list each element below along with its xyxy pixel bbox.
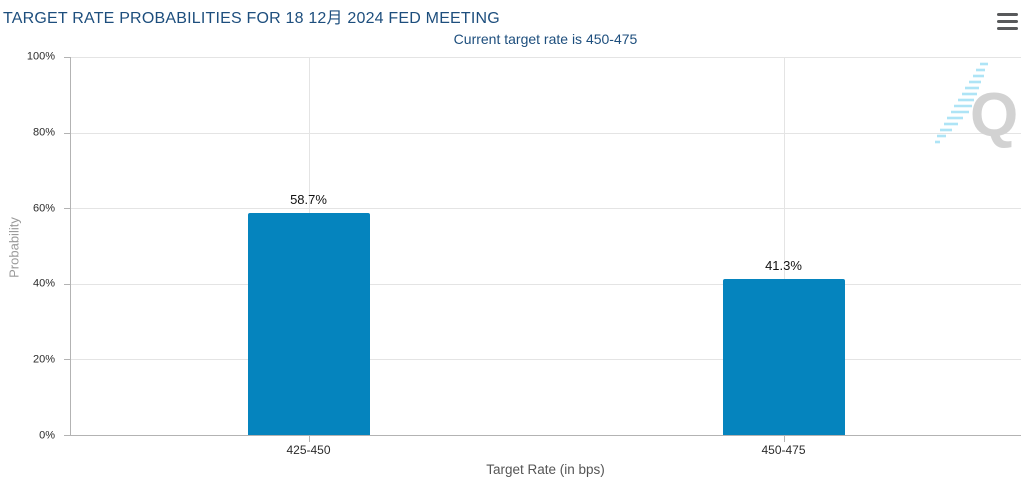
y-tick-label: 40%	[32, 277, 55, 290]
bar-value-label: 58.7%	[290, 192, 327, 208]
hamburger-bar	[997, 27, 1018, 30]
y-tick-labels: 0% 20% 40% 60% 80% 100%	[0, 51, 63, 441]
x-tick-mark	[308, 436, 310, 442]
y-tick-mark	[64, 435, 70, 436]
x-tick-label: 425-450	[286, 443, 331, 457]
h-gridline	[71, 283, 1021, 285]
y-tick-label: 0%	[39, 429, 55, 442]
y-tick-mark	[64, 57, 70, 58]
y-tick-label: 60%	[32, 202, 55, 215]
h-gridline	[71, 359, 1021, 361]
bar-value-label: 41.3%	[765, 257, 802, 273]
y-tick-mark	[64, 132, 70, 134]
y-tick-mark	[64, 359, 70, 361]
h-gridline	[71, 132, 1021, 134]
x-tick-mark	[783, 436, 785, 442]
chart-subtitle: Current target rate is 450-475	[453, 31, 638, 47]
probability-bar-450-475[interactable]	[722, 278, 845, 435]
v-gridline	[783, 57, 785, 435]
y-tick-label: 100%	[26, 50, 55, 63]
y-tick-label: 20%	[32, 353, 55, 366]
page-title: TARGET RATE PROBABILITIES FOR 18 12月 202…	[3, 10, 500, 27]
h-gridline	[71, 57, 1021, 58]
probability-bar-425-450[interactable]	[247, 213, 370, 435]
y-tick-label: 80%	[32, 126, 55, 139]
hamburger-bar	[997, 13, 1018, 16]
x-axis-title: Target Rate (in bps)	[486, 462, 605, 477]
h-gridline	[71, 208, 1021, 210]
y-tick-mark	[64, 208, 70, 210]
hamburger-menu-icon[interactable]	[997, 13, 1018, 30]
y-tick-mark	[64, 283, 70, 285]
plot-area: 58.7% 425-450 41.3% 450-475	[64, 57, 1021, 457]
x-tick-label: 450-475	[761, 443, 806, 457]
hamburger-bar	[997, 20, 1018, 23]
